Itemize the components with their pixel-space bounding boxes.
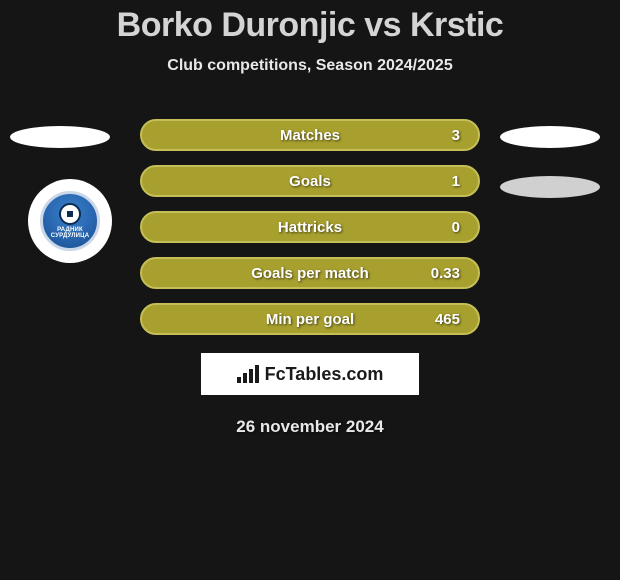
stat-label: Min per goal xyxy=(266,311,354,328)
stat-value: 0 xyxy=(452,219,460,236)
decorative-ellipse-left xyxy=(10,126,110,148)
club-badge: РАДНИК СУРДУЛИЦА xyxy=(28,179,112,263)
stat-value: 1 xyxy=(452,173,460,190)
bar-chart-icon xyxy=(237,365,259,383)
page-title: Borko Duronjic vs Krstic xyxy=(0,6,620,45)
stat-row-goals-per-match: Goals per match 0.33 xyxy=(140,257,480,289)
club-badge-inner: РАДНИК СУРДУЛИЦА xyxy=(40,191,100,251)
brand-banner[interactable]: FcTables.com xyxy=(201,353,419,395)
brand-text: FcTables.com xyxy=(265,364,384,385)
decorative-ellipse-right-2 xyxy=(500,176,600,198)
stat-value: 465 xyxy=(435,311,460,328)
stat-row-hattricks: Hattricks 0 xyxy=(140,211,480,243)
decorative-ellipse-right-1 xyxy=(500,126,600,148)
stat-label: Goals xyxy=(289,173,331,190)
stat-label: Goals per match xyxy=(251,265,369,282)
stat-value: 0.33 xyxy=(431,265,460,282)
stat-row-min-per-goal: Min per goal 465 xyxy=(140,303,480,335)
stat-label: Matches xyxy=(280,127,340,144)
soccer-ball-icon xyxy=(59,203,81,225)
stat-value: 3 xyxy=(452,127,460,144)
stat-row-goals: Goals 1 xyxy=(140,165,480,197)
date-label: 26 november 2024 xyxy=(0,417,620,437)
page-subtitle: Club competitions, Season 2024/2025 xyxy=(0,57,620,75)
stat-label: Hattricks xyxy=(278,219,342,236)
stat-row-matches: Matches 3 xyxy=(140,119,480,151)
badge-text-bottom: СУРДУЛИЦА xyxy=(51,233,90,239)
